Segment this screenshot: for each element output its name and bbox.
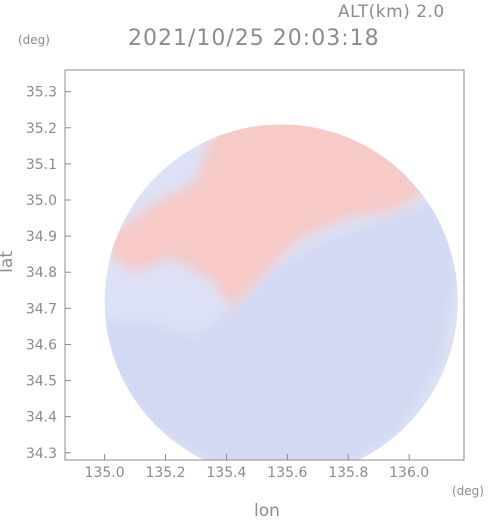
y-tick-label: 34.9 — [26, 229, 57, 245]
x-tick-label: 135.6 — [267, 465, 307, 481]
x-tick-label: 135.2 — [145, 465, 185, 481]
chart-title: 2021/10/25 20:03:18 — [128, 26, 380, 51]
y-unit-label: (deg) — [18, 33, 50, 47]
y-tick-label: 34.6 — [26, 337, 57, 353]
y-tick-label: 35.3 — [26, 85, 57, 101]
y-tick-label: 34.5 — [26, 374, 57, 390]
y-tick-label: 35.2 — [26, 121, 57, 137]
x-tick-label: 135.4 — [206, 465, 246, 481]
plot-frame — [64, 69, 465, 461]
x-tick-label: 136.0 — [389, 465, 429, 481]
y-tick-label: 35.1 — [26, 157, 57, 173]
x-tick-label: 135.8 — [328, 465, 368, 481]
y-tick-label: 35.0 — [26, 193, 57, 209]
y-tick-label: 34.4 — [26, 410, 57, 426]
x-unit-label: (deg) — [452, 484, 484, 498]
altitude-label: ALT(km) 2.0 — [338, 2, 445, 22]
negative-velocity-region — [104, 200, 455, 460]
positive-velocity-region — [104, 124, 425, 309]
y-tick-label: 34.7 — [26, 301, 57, 317]
y-tick-label: 34.3 — [26, 446, 57, 462]
y-tick-label: 34.8 — [26, 265, 57, 281]
radar-coverage — [104, 124, 458, 460]
x-tick-label: 135.0 — [85, 465, 125, 481]
x-axis-label: lon — [254, 501, 280, 521]
